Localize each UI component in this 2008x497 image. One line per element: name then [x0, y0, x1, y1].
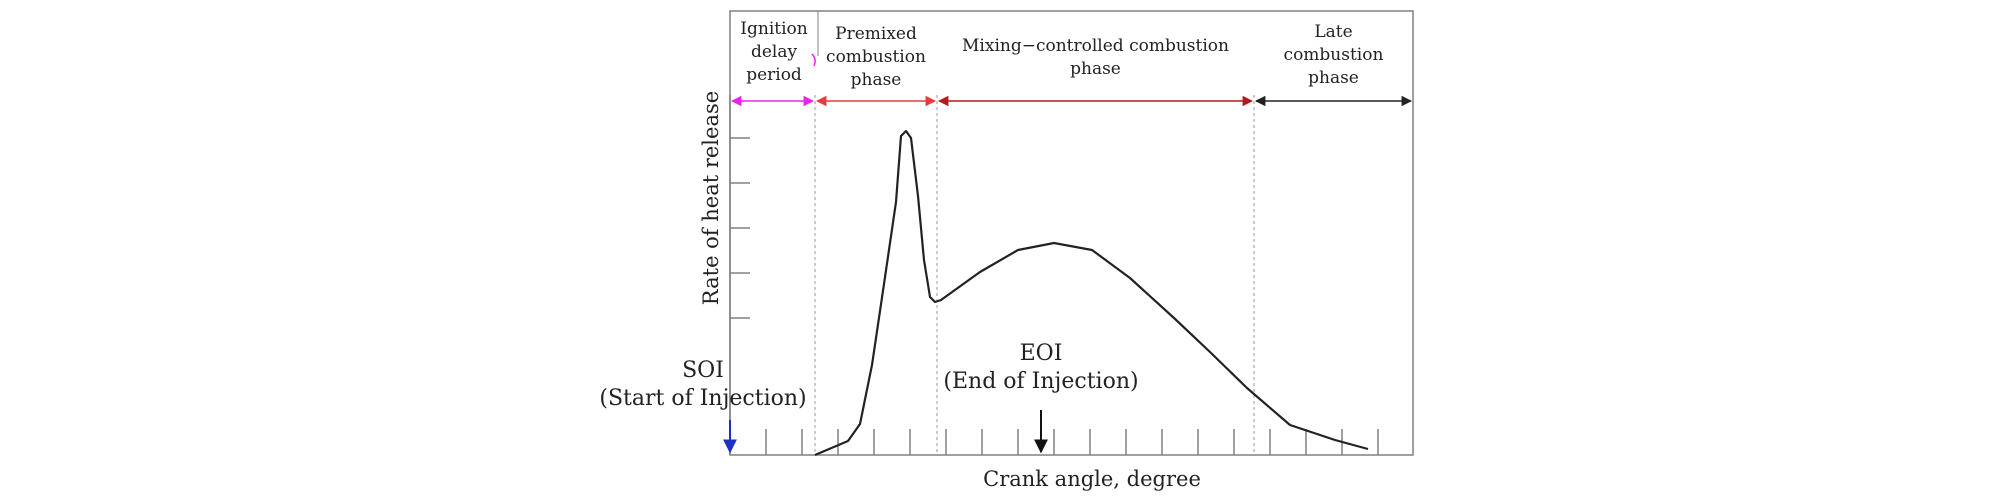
phase-label-premixed: Premixed combustion phase — [826, 24, 926, 90]
y-axis-label: Rate of heat release — [699, 90, 723, 306]
phase-label-ignition-delay: Ignition delay period — [740, 19, 808, 85]
x-axis-ticks — [765, 429, 1379, 455]
x-axis-label: Crank angle, degree — [983, 467, 1201, 491]
magenta-mark — [811, 53, 816, 67]
heat-release-curve — [814, 129, 1369, 457]
phase-label-mixing-controlled: Mixing−controlled combustion phase — [962, 36, 1229, 79]
eoi-label: EOI (End of Injection) — [943, 341, 1139, 394]
y-axis-ticks — [730, 137, 750, 319]
phase-label-late-combustion: Late combustion phase — [1283, 22, 1384, 88]
soi-label: SOI (Start of Injection) — [599, 358, 807, 411]
